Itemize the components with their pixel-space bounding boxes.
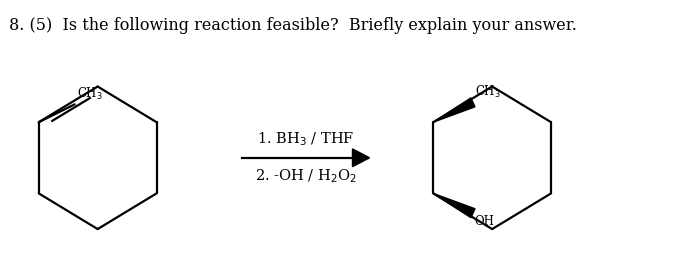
Polygon shape	[433, 193, 475, 218]
Text: 8. (5)  Is the following reaction feasible?  Briefly explain your answer.: 8. (5) Is the following reaction feasibl…	[9, 17, 577, 34]
Text: CH$_3$: CH$_3$	[475, 84, 501, 100]
Text: CH$_3$: CH$_3$	[76, 86, 103, 102]
Polygon shape	[433, 98, 475, 122]
Text: 2. -OH / H$_2$O$_2$: 2. -OH / H$_2$O$_2$	[255, 168, 357, 185]
Polygon shape	[353, 149, 369, 167]
Text: OH: OH	[475, 215, 495, 228]
Text: 1. BH$_3$ / THF: 1. BH$_3$ / THF	[257, 130, 355, 148]
